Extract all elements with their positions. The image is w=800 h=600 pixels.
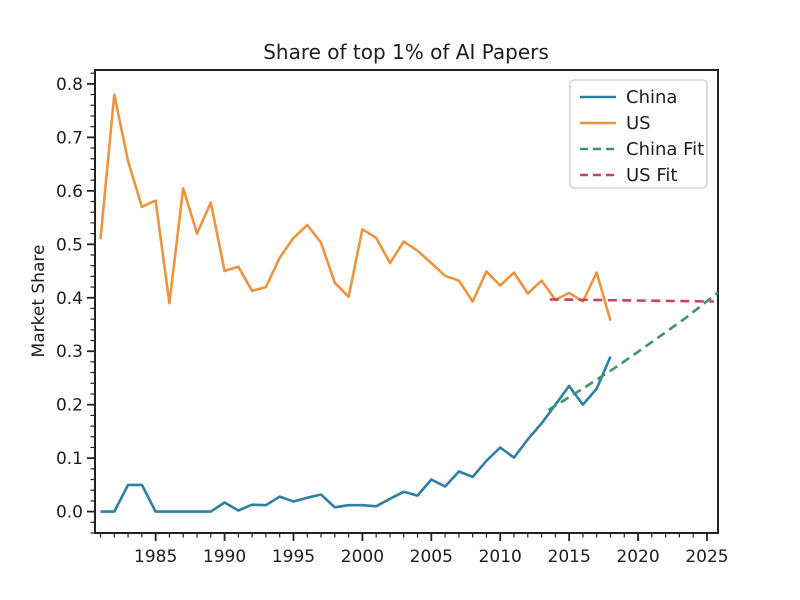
- legend: China US China Fit US Fit: [569, 79, 708, 189]
- x-tick-label: 1995: [272, 547, 315, 567]
- y-tick-label: 0.2: [56, 396, 83, 416]
- x-tick-label: 2015: [548, 547, 591, 567]
- y-tick-label: 0.4: [56, 289, 83, 309]
- legend-entry: US: [580, 113, 651, 134]
- y-tick-label: 0.5: [56, 235, 83, 255]
- legend-entry: China Fit: [580, 139, 704, 160]
- legend-entry-label: China: [626, 87, 677, 108]
- x-tick-label: 2000: [341, 547, 384, 567]
- plot-border: [94, 69, 719, 534]
- series-lines: [99, 93, 719, 513]
- y-axis-label: Market Share: [29, 245, 49, 358]
- x-tick-label: 2005: [410, 547, 453, 567]
- y-tick-label: 0.3: [56, 342, 83, 362]
- y-tick-label: 0.8: [56, 75, 83, 95]
- x-tick-label: 2025: [685, 547, 728, 567]
- x-tick-label: 1985: [134, 547, 177, 567]
- y-tick-label: 0.1: [56, 449, 83, 469]
- chart-title: Share of top 1% of AI Papers: [263, 40, 549, 64]
- us-line: [99, 93, 612, 322]
- legend-entry-label: US Fit: [626, 165, 677, 186]
- legend-entry-label: China Fit: [626, 139, 704, 160]
- china-line: [100, 356, 612, 513]
- x-tick-label: 2010: [479, 547, 522, 567]
- legend-box: [569, 79, 708, 189]
- y-tick-label: 0.6: [56, 182, 83, 202]
- axes: 1985 1990 1995 2000 2005 2010 2015 2020 2025 0.0 0…: [56, 69, 729, 567]
- us-fit-line: [549, 298, 714, 303]
- x-tick-label: 1990: [203, 547, 246, 567]
- legend-entry: China: [580, 87, 677, 108]
- legend-entry-label: US: [626, 113, 651, 134]
- x-tick-label: 2020: [616, 547, 659, 567]
- y-tick-label: 0.7: [56, 128, 83, 148]
- legend-entry: US Fit: [580, 165, 677, 186]
- y-tick-label: 0.0: [56, 503, 83, 523]
- china-fit-line: [547, 291, 719, 412]
